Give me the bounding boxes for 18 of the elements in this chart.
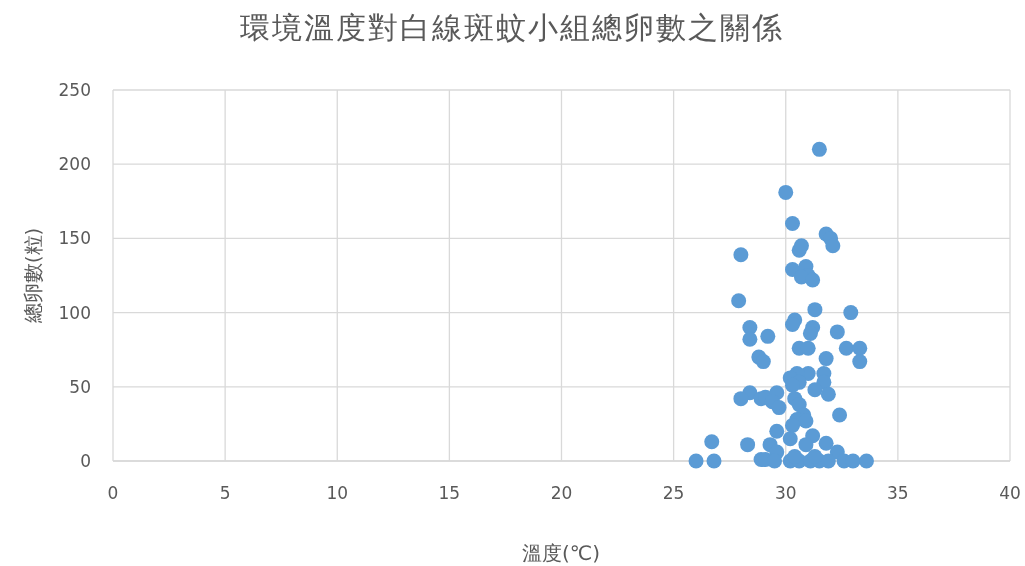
- y-tick-label: 100: [58, 302, 91, 323]
- chart-title: 環境溫度對白線斑蚊小組總卵數之關係: [240, 10, 784, 45]
- x-tick-label: 35: [887, 483, 909, 503]
- x-tick-label: 5: [219, 483, 231, 503]
- x-axis-title: 溫度(℃): [521, 541, 601, 565]
- x-tick-label: 10: [326, 483, 349, 503]
- y-tick-label: 150: [58, 228, 91, 249]
- x-tick-label: 0: [107, 483, 119, 503]
- x-tick-label: 40: [999, 483, 1021, 503]
- x-tick-label: 25: [662, 483, 685, 503]
- y-tick-label: 250: [58, 80, 91, 100]
- y-tick-label: 0: [80, 451, 91, 471]
- x-tick-label: 15: [438, 483, 461, 503]
- y-axis-title: 總卵數(粒): [21, 227, 45, 325]
- x-tick-label: 20: [550, 483, 573, 503]
- x-tick-label: 30: [774, 483, 797, 503]
- y-tick-label: 50: [69, 376, 91, 397]
- y-tick-label: 200: [58, 154, 91, 175]
